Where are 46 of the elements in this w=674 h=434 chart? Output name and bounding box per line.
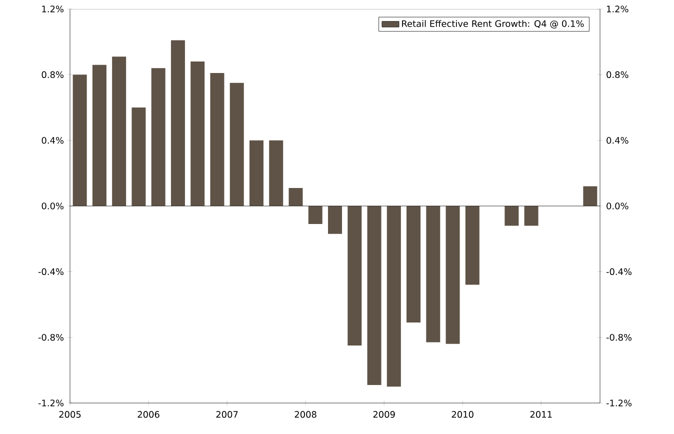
y-tick-label: 0.4%: [42, 136, 64, 144]
bar: [465, 206, 480, 285]
bar: [190, 62, 205, 206]
bar: [386, 206, 401, 387]
y2-tick-label: 1.2%: [607, 6, 628, 12]
x-tick-label: 2009: [373, 411, 395, 418]
bar: [269, 140, 284, 206]
bar: [288, 188, 303, 206]
bar: [367, 206, 382, 385]
bar: [328, 206, 342, 234]
bar: [406, 206, 421, 323]
x-tick-label: 2007: [216, 411, 238, 418]
y2-tick-label: -0.8%: [606, 334, 632, 341]
y-tick-label: 0.8%: [42, 71, 64, 78]
x-tick-label: 2008: [294, 411, 316, 418]
bar: [230, 82, 244, 206]
bar: [446, 206, 460, 344]
bar: [92, 64, 106, 206]
x-tick-label: 2010: [452, 411, 474, 418]
y-tick-label: -0.4%: [38, 268, 64, 276]
y2-tick-label: -1.2%: [606, 400, 632, 406]
y2-tick-label: -0.4%: [606, 268, 632, 276]
y-tick-label: -1.2%: [38, 400, 64, 406]
bar: [112, 56, 126, 206]
bar: [426, 206, 440, 342]
bar: [151, 68, 166, 206]
x-tick-label: 2011: [530, 411, 552, 418]
y-tick-label: -0.8%: [38, 334, 64, 341]
y-tick-label: 0.0%: [42, 202, 64, 210]
y-tick-label: 1.2%: [42, 6, 64, 12]
bar: [583, 186, 598, 206]
bar: [132, 108, 146, 206]
bar: [504, 206, 519, 226]
bar: [348, 206, 362, 346]
y2-tick-label: 0.0%: [606, 202, 628, 210]
bar: [524, 206, 538, 226]
legend-label: Retail Effective Rent Growth: Q4 @ 0.1%: [402, 20, 584, 28]
x-tick-label: 2005: [59, 411, 81, 418]
bar: [249, 140, 264, 206]
bar: [308, 206, 322, 224]
bar: [72, 74, 87, 206]
y2-tick-label: 0.8%: [606, 71, 628, 78]
bar: [210, 73, 224, 206]
x-tick-label: 2006: [138, 411, 160, 418]
y2-tick-label: 0.4%: [606, 136, 628, 144]
bar: [170, 40, 185, 206]
